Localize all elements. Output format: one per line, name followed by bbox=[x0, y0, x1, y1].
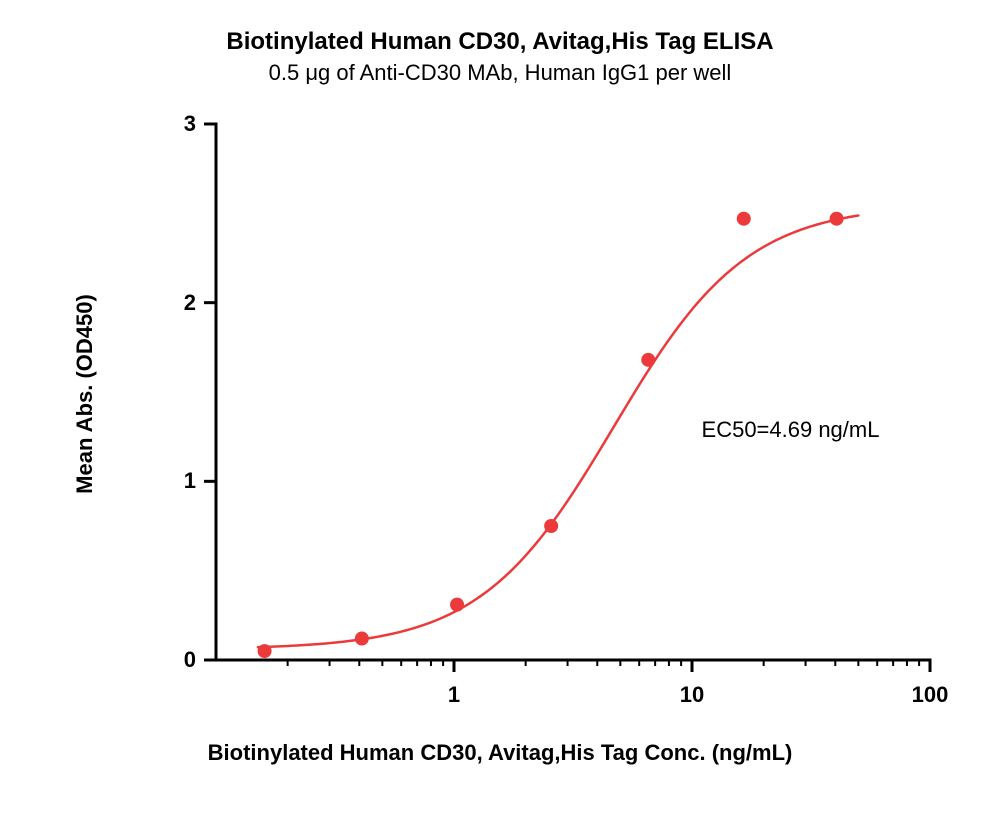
y-tick-label: 2 bbox=[166, 290, 196, 316]
elisa-chart: Biotinylated Human CD30, Avitag,His Tag … bbox=[0, 0, 1000, 839]
fit-curve bbox=[258, 215, 858, 647]
y-tick-label: 3 bbox=[166, 111, 196, 137]
data-point bbox=[258, 644, 272, 658]
data-point bbox=[737, 212, 751, 226]
x-tick-label: 1 bbox=[448, 682, 460, 708]
x-tick-label: 100 bbox=[912, 682, 949, 708]
data-point bbox=[641, 353, 655, 367]
y-tick-label: 1 bbox=[166, 468, 196, 494]
data-point bbox=[830, 212, 844, 226]
data-point bbox=[355, 632, 369, 646]
data-point bbox=[544, 519, 558, 533]
plot-svg bbox=[0, 0, 1000, 839]
y-tick-label: 0 bbox=[166, 647, 196, 673]
data-point bbox=[450, 598, 464, 612]
x-tick-label: 10 bbox=[680, 682, 704, 708]
